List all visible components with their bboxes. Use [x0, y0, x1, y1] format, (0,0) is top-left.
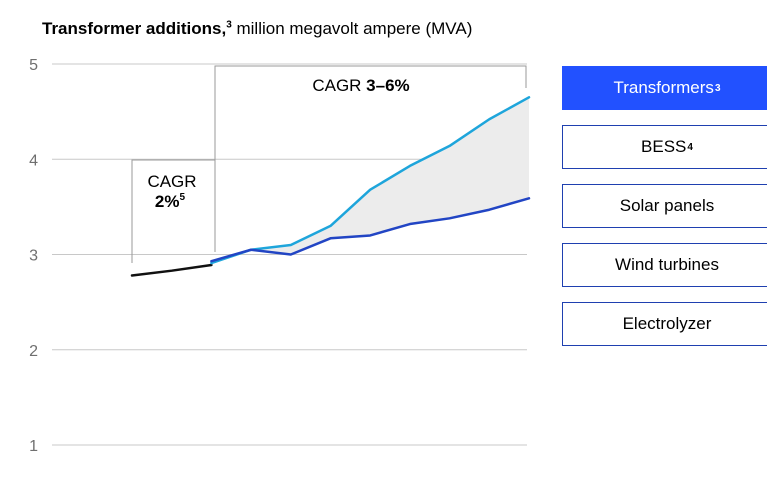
series-lines	[130, 96, 531, 277]
title-bold: Transformer additions,	[42, 19, 227, 38]
selector-button-wind-turbines[interactable]: Wind turbines	[562, 243, 767, 287]
y-tick-label: 3	[29, 248, 38, 265]
selector-button-superscript: 3	[714, 82, 721, 94]
cagr-brackets: CAGR 2%5 CAGR 3–6%	[131, 65, 527, 263]
y-tick-label: 4	[29, 152, 38, 169]
range-band	[211, 97, 529, 264]
historical-series-line	[130, 263, 213, 277]
low-series-line	[210, 197, 531, 263]
high-low-band	[211, 97, 529, 264]
selector-button-label: Solar panels	[619, 196, 715, 215]
high-series-line	[210, 96, 531, 265]
y-tick-label: 1	[29, 438, 38, 455]
chart-title: Transformer additions,3 million megavolt…	[42, 19, 472, 39]
selector-button-superscript: 4	[687, 141, 693, 153]
y-tick-label: 5	[29, 57, 38, 74]
cagr-proj-label: CAGR 3–6%	[312, 76, 409, 95]
cagr-bracket-lines	[131, 65, 527, 263]
selector-button-label: Transformers	[613, 78, 714, 97]
y-tick-label: 2	[29, 343, 38, 360]
grid: 1 2 3 4 5	[29, 57, 527, 455]
cagr-hist-value: 2%5	[155, 192, 186, 211]
title-unit: million megavolt ampere (MVA)	[231, 19, 473, 38]
selector-button-label: Electrolyzer	[622, 314, 712, 333]
selector-button-transformers[interactable]: Transformers 3	[562, 66, 767, 110]
cagr-hist-label: CAGR	[147, 172, 196, 191]
selector-button-label: BESS	[641, 137, 687, 156]
selector-button-label: Wind turbines	[615, 255, 719, 274]
selector-button-bess[interactable]: BESS 4	[562, 125, 767, 169]
selector-button-solar-panels[interactable]: Solar panels	[562, 184, 767, 228]
line-chart: 1 2 3 4 5 CAGR 2%5 CAGR 3–6%	[29, 57, 531, 455]
title-superscript: 3	[226, 19, 232, 31]
selector-button-electrolyzer[interactable]: Electrolyzer	[562, 302, 767, 346]
